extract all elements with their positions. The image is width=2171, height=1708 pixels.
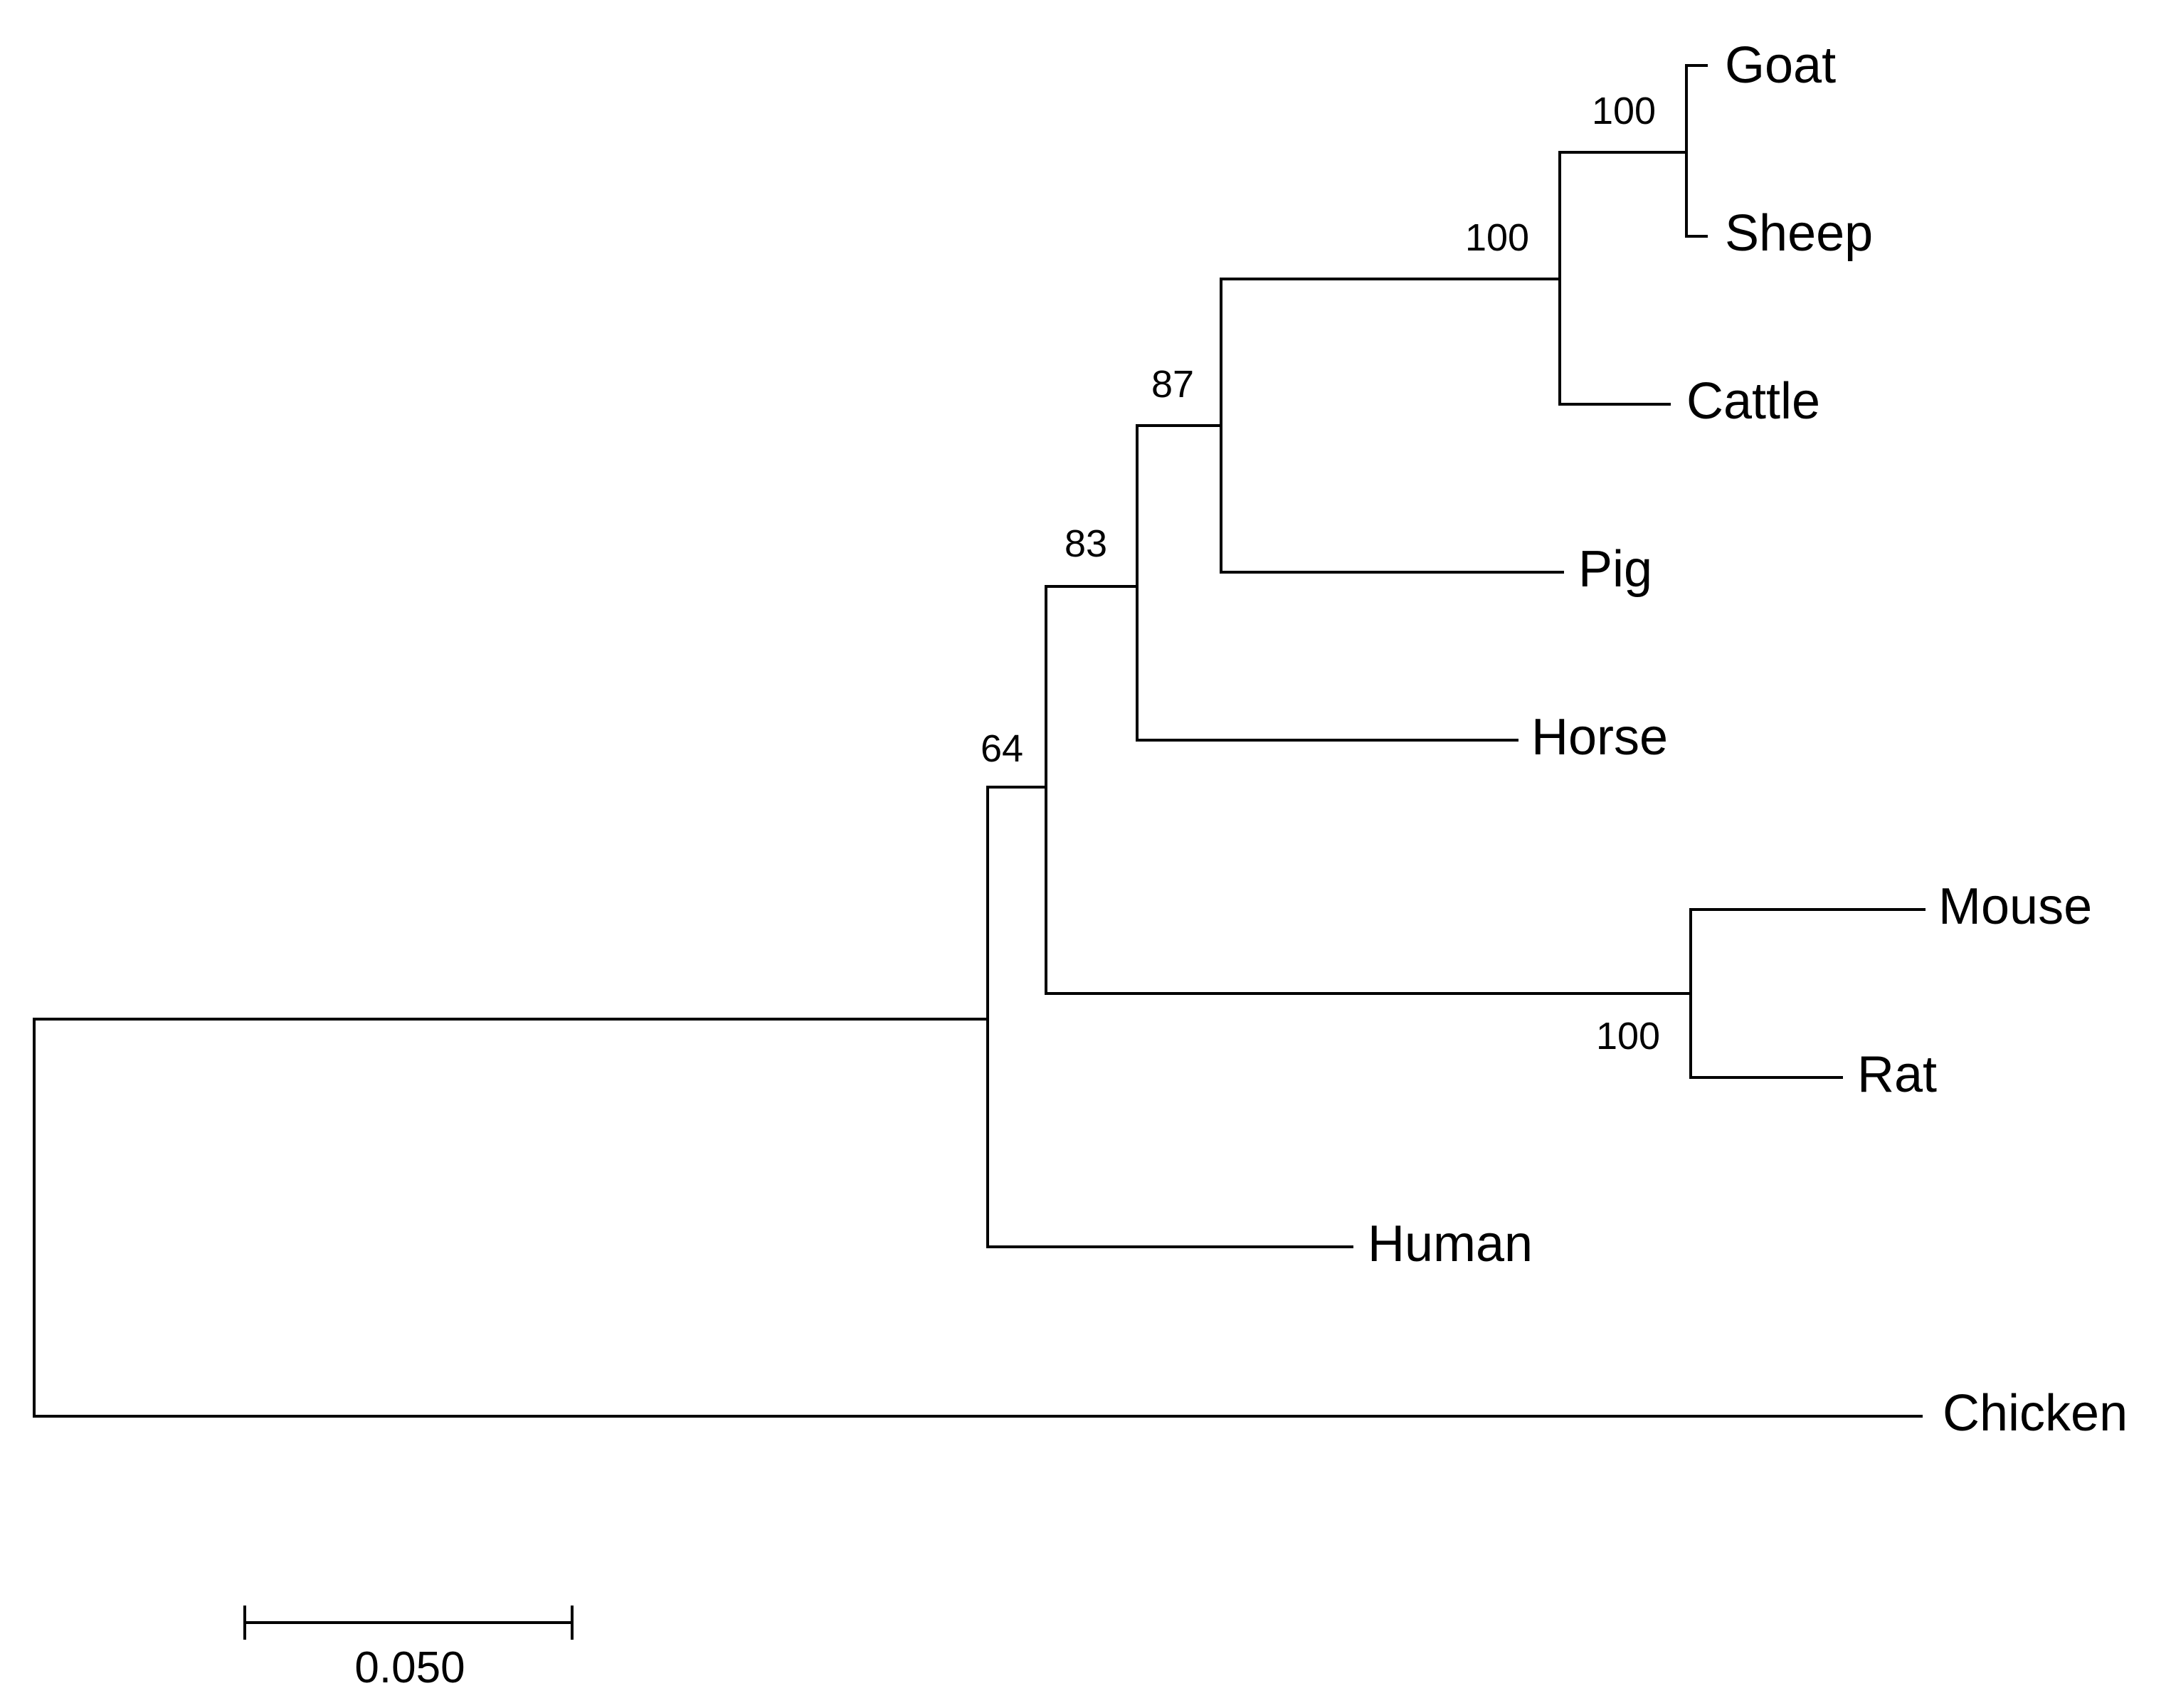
support-value-goat-sheep: 100 xyxy=(1592,90,1656,132)
scale-bar: 0.050 xyxy=(243,1606,574,1692)
node-87 xyxy=(1220,278,1564,574)
support-value-ruminants: 100 xyxy=(1465,216,1529,259)
support-value-node-83: 83 xyxy=(1065,522,1107,565)
node-mammals xyxy=(986,786,1353,1248)
support-value-rodents: 100 xyxy=(1596,1015,1660,1058)
support-value-node-87: 87 xyxy=(1151,363,1194,406)
taxon-label-goat: Goat xyxy=(1725,37,1836,94)
taxon-label-pig: Pig xyxy=(1578,541,1652,598)
root-node xyxy=(33,1018,1923,1418)
node-ruminants xyxy=(1558,151,1688,406)
node-rodents xyxy=(1689,908,1926,1079)
taxon-label-human: Human xyxy=(1368,1216,1533,1272)
taxon-label-rat: Rat xyxy=(1857,1046,1937,1103)
node-64 xyxy=(1045,585,1692,995)
scale-bar-label: 0.050 xyxy=(354,1643,465,1692)
node-83 xyxy=(1136,424,1518,742)
node-goat-sheep xyxy=(1685,64,1708,238)
taxon-label-sheep: Sheep xyxy=(1725,205,1873,262)
taxon-label-chicken: Chicken xyxy=(1943,1385,2128,1442)
taxon-label-horse: Horse xyxy=(1531,709,1668,766)
taxon-label-cattle: Cattle xyxy=(1686,373,1820,430)
taxon-label-mouse: Mouse xyxy=(1938,878,2092,935)
support-value-node-64: 64 xyxy=(981,727,1023,770)
